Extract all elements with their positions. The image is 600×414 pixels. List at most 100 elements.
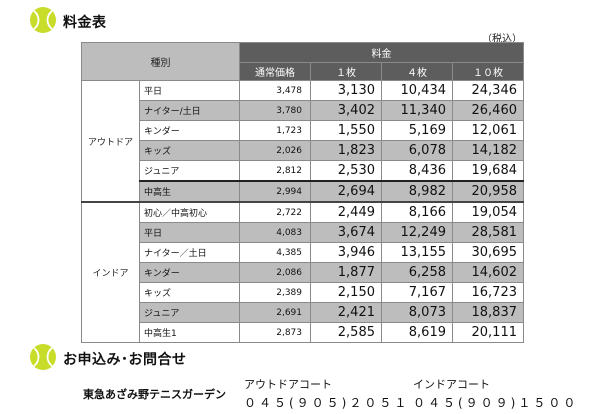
regular-price: 2,389 [239,282,311,303]
price-table: 種別 料金 通常価格 １枚 ４枚 １０枚 アウトドア 平日 3,478 3,130 10… [81,42,524,343]
table-row: アウトドア 平日 3,478 3,130 10,434 24,346 [81,80,524,203]
table-row: ナイター/土日 3,780 3,402 11,340 26,460 [82,100,524,121]
price-one: 3,130 [310,80,382,101]
price-one: 2,530 [310,160,382,182]
price-ten: 19,054 [452,201,524,223]
price-ten: 14,602 [452,262,524,283]
price-four: 12,249 [381,222,453,243]
row-name: 中高生1 [139,322,240,343]
table-row: ジュニア 2,691 2,421 8,073 18,837 [82,302,524,323]
section-title-contact: お申込み･お問合せ [63,352,187,368]
table-row: 平日 4,083 3,674 12,249 28,581 [82,222,524,243]
outdoor-phone[interactable]: ０４５(９０５)２０５１ [244,396,410,410]
price-one: 1,877 [310,262,382,283]
price-four: 5,169 [381,120,453,141]
price-ten: 30,695 [452,242,524,263]
price-ten: 26,460 [452,100,524,121]
table-row: インドア 初心／中高初心 2,722 2,449 8,166 19,054 [81,201,524,343]
table-row: 中高生 2,994 2,694 8,982 20,958 [82,180,524,203]
price-one: 2,694 [310,180,382,203]
price-one: 3,674 [310,222,382,243]
price-four: 8,166 [381,201,453,223]
outdoor-court-label: アウトドアコート [244,378,332,391]
price-one: 3,946 [310,242,382,263]
row-name: ナイター/土日 [139,100,240,121]
group-label: アウトドア [81,80,140,203]
regular-price: 3,780 [239,100,311,121]
header-four-tickets: ４枚 [381,62,453,81]
header-regular: 通常価格 [239,62,311,81]
price-four: 11,340 [381,100,453,121]
price-four: 8,436 [381,160,453,182]
regular-price: 4,083 [239,222,311,243]
row-name: ジュニア [139,302,240,323]
price-ten: 24,346 [452,80,524,101]
header-ten-tickets: １０枚 [452,62,524,81]
row-name: キッズ [139,140,240,161]
price-four: 8,982 [381,180,453,203]
row-name: ジュニア [139,160,240,182]
price-four: 6,078 [381,140,453,161]
price-four: 13,155 [381,242,453,263]
price-four: 7,167 [381,282,453,303]
regular-price: 2,026 [239,140,311,161]
row-name: 平日 [139,80,240,101]
tax-note: （税込） [482,34,522,45]
row-name: 初心／中高初心 [139,201,240,223]
price-ten: 19,684 [452,160,524,182]
section-title-price: 料金表 [63,15,107,31]
price-four: 8,073 [381,302,453,323]
regular-price: 2,873 [239,322,311,343]
indoor-court-label: インドアコート [413,378,490,391]
header-kind: 種別 [81,42,240,81]
price-four: 10,434 [381,80,453,101]
price-ten: 16,723 [452,282,524,303]
regular-price: 2,086 [239,262,311,283]
price-ten: 20,111 [452,322,524,343]
regular-price: 2,812 [239,160,311,182]
row-name: 中高生 [139,180,240,203]
table-row: ナイター／土日 4,385 3,946 13,155 30,695 [82,242,524,263]
price-one: 1,550 [310,120,382,141]
group-label: インドア [81,201,140,343]
price-ten: 12,061 [452,120,524,141]
regular-price: 2,994 [239,180,311,203]
regular-price: 2,722 [239,201,311,223]
table-row: キンダー 1,723 1,550 5,169 12,061 [82,120,524,141]
row-name: 平日 [139,222,240,243]
price-ten: 20,958 [452,180,524,203]
regular-price: 3,478 [239,80,311,101]
price-one: 2,449 [310,201,382,223]
tennis-ball-icon [29,343,57,371]
row-name: キッズ [139,282,240,303]
table-row: キッズ 2,389 2,150 7,167 16,723 [82,282,524,303]
table-row: 中高生1 2,873 2,585 8,619 20,111 [82,322,524,343]
price-ten: 18,837 [452,302,524,323]
price-one: 3,402 [310,100,382,121]
price-four: 8,619 [381,322,453,343]
table-row: キンダー 2,086 1,877 6,258 14,602 [82,262,524,283]
price-one: 1,823 [310,140,382,161]
indoor-phone[interactable]: ０４５(９０９)１５００ [413,396,579,410]
regular-price: 2,691 [239,302,311,323]
price-one: 2,421 [310,302,382,323]
price-four: 6,258 [381,262,453,283]
price-ten: 14,182 [452,140,524,161]
contact-indoor: インドアコート ０４５(９０９)１５００ [413,376,578,411]
table-row: キッズ 2,026 1,823 6,078 14,182 [82,140,524,161]
row-name: ナイター／土日 [139,242,240,263]
table-row: ジュニア 2,812 2,530 8,436 19,684 [82,160,524,182]
price-one: 2,150 [310,282,382,303]
row-name: キンダー [139,120,240,141]
header-fee: 料金 [239,42,524,63]
regular-price: 4,385 [239,242,311,263]
price-ten: 28,581 [452,222,524,243]
price-one: 2,585 [310,322,382,343]
row-name: キンダー [139,262,240,283]
header-one-ticket: １枚 [310,62,382,81]
contact-outdoor: アウトドアコート ０４５(９０５)２０５１ [244,376,409,411]
tennis-ball-icon [29,6,57,34]
price-table-body: アウトドア 平日 3,478 3,130 10,434 24,346 ナイター/土日 3,78… [81,80,524,343]
facility-name: 東急あざみ野テニスガーデン [83,388,226,401]
regular-price: 1,723 [239,120,311,141]
